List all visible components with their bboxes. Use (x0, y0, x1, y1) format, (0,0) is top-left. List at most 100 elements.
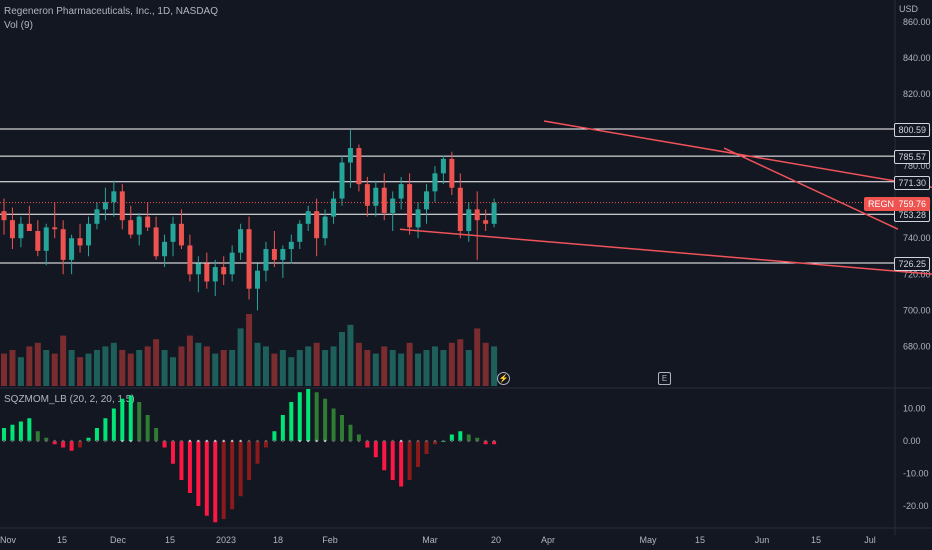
volume-bar (26, 346, 33, 386)
momentum-bar (61, 441, 66, 448)
squeeze-dot (70, 439, 73, 443)
volume-bar (296, 350, 303, 386)
momentum-tick-label: 10.00 (903, 404, 926, 414)
time-axis-label: Jul (864, 535, 876, 545)
squeeze-dot (442, 439, 445, 443)
candle-body (153, 227, 159, 257)
candle-body (52, 227, 58, 230)
volume-bar (364, 350, 371, 386)
volume-bar (381, 346, 388, 386)
momentum-bar (69, 441, 74, 451)
volume-bar (85, 353, 92, 386)
volume-bar (136, 350, 143, 386)
squeeze-dot (391, 439, 394, 443)
squeeze-dot (188, 439, 192, 443)
candle-body (86, 223, 91, 246)
candle-body (424, 191, 429, 210)
momentum-bar (390, 441, 395, 480)
squeeze-dot (307, 439, 310, 443)
candle-body (255, 270, 260, 289)
momentum-bar (86, 437, 91, 441)
earnings-icon[interactable]: E (658, 372, 671, 385)
squeeze-dot (315, 439, 318, 443)
squeeze-dot (222, 439, 225, 443)
volume-bar (423, 350, 430, 386)
candle-body (457, 187, 463, 232)
candle-body (246, 229, 252, 289)
volume-bar (389, 350, 396, 386)
momentum-bar (213, 441, 218, 523)
candle-body (212, 267, 218, 282)
volume-bar (60, 335, 67, 386)
time-axis-label: 15 (694, 535, 706, 545)
momentum-bar (52, 441, 57, 445)
volume-bar (93, 350, 100, 386)
momentum-bar (356, 434, 361, 441)
squeeze-dot (205, 439, 208, 443)
volume-bar (305, 346, 312, 386)
squeeze-dot (121, 439, 124, 443)
squeeze-dot (78, 439, 82, 443)
momentum-bar (399, 441, 404, 487)
candle-body (170, 223, 176, 242)
momentum-bar (154, 428, 159, 441)
momentum-bar (137, 402, 142, 441)
time-axis-label: 15 (810, 535, 822, 545)
volume-bar (398, 353, 405, 386)
candle-body (271, 249, 277, 260)
candle-body (77, 238, 83, 246)
volume-bar (431, 346, 438, 386)
candle-body (162, 241, 168, 257)
squeeze-dot (87, 439, 90, 443)
momentum-bar (35, 431, 40, 441)
time-axis-label: 20 (490, 535, 502, 545)
momentum-bar (2, 428, 6, 441)
momentum-bar (179, 441, 184, 480)
squeeze-dot (104, 439, 107, 443)
volume-bar (153, 339, 160, 386)
momentum-bar (458, 431, 463, 441)
volume-bar (51, 353, 58, 386)
candle-body (128, 220, 134, 235)
momentum-bar (263, 441, 268, 448)
volume-bar (313, 342, 320, 386)
candle-body (347, 148, 353, 163)
price-tick-label: 820.00 (903, 89, 931, 99)
volume-bar (491, 346, 498, 386)
squeeze-dot (349, 439, 352, 443)
momentum-bar (94, 428, 99, 441)
volume-bar (144, 346, 151, 386)
candle-body (263, 249, 269, 271)
volume-bar (229, 350, 236, 386)
momentum-bar (255, 441, 260, 464)
squeeze-dot (112, 439, 116, 443)
squeeze-dot (467, 439, 470, 443)
dividend-bolt-icon[interactable]: ⚡ (497, 372, 510, 385)
squeeze-dot (154, 439, 158, 443)
volume-bar (347, 324, 354, 386)
squeeze-dot (28, 439, 31, 443)
volume-bar (288, 357, 295, 386)
squeeze-dot (484, 439, 487, 443)
level-price-tag: 800.59 (894, 123, 930, 137)
squeeze-dot (95, 439, 99, 443)
squeeze-dot (36, 439, 39, 443)
currency-label: USD (898, 4, 918, 14)
candle-body (102, 202, 108, 210)
candle-body (69, 238, 75, 260)
time-axis-label: Nov (0, 535, 17, 545)
price-tick-label: 720.00 (903, 269, 931, 279)
momentum-bar (280, 415, 285, 441)
candle-body (35, 231, 41, 251)
last-price-tag: 759.76 (894, 196, 930, 211)
squeeze-dot (146, 439, 149, 443)
volume-label: Vol (9) (4, 20, 33, 31)
momentum-bar (475, 437, 480, 441)
candle-body (449, 158, 455, 188)
volume-bar (68, 350, 75, 386)
squeeze-dot (247, 439, 251, 443)
squeeze-dot (374, 439, 377, 443)
squeeze-dot (138, 439, 141, 443)
volume-bar (254, 342, 261, 386)
